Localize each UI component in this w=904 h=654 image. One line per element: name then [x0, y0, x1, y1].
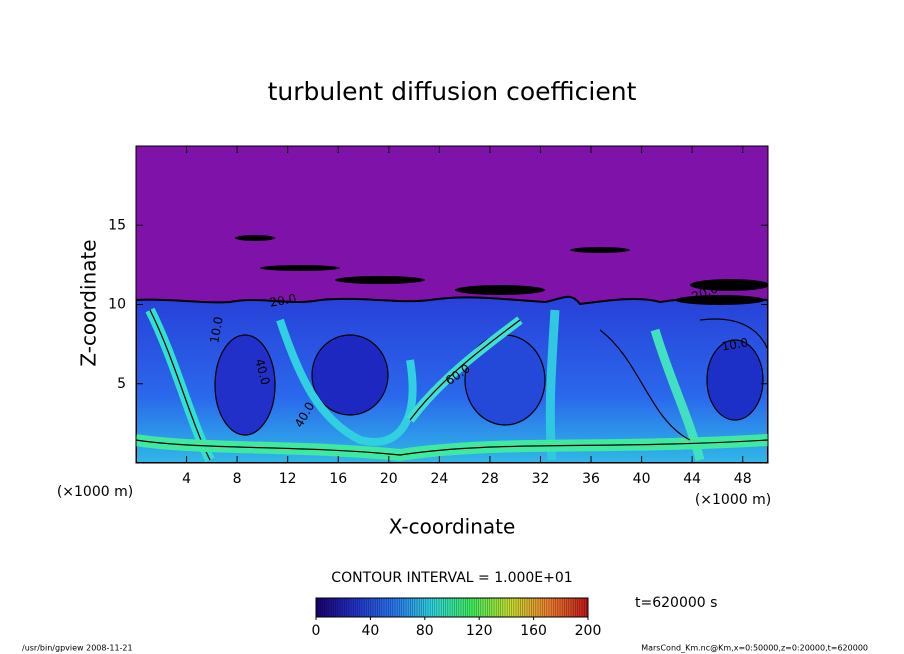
x-tick-label: 44 [683, 471, 701, 487]
chart-title: turbulent diffusion coefficient [268, 77, 637, 106]
x-unit: (×1000 m) [695, 492, 771, 508]
colorbar-tick-label: 120 [466, 623, 493, 639]
contour-interval: CONTOUR INTERVAL = 1.000E+01 [331, 570, 572, 586]
x-tick-label: 20 [380, 471, 398, 487]
y-tick-label: 10 [108, 297, 126, 313]
contour-lines [136, 307, 768, 463]
y-unit: (×1000 m) [57, 484, 133, 500]
contour-label: 10.0 [207, 316, 225, 345]
colorbar-tick-label: 0 [312, 623, 321, 639]
colorbar-tick-label: 40 [361, 623, 379, 639]
colorbar-tick-label: 200 [575, 623, 602, 639]
contour-label: 40.0 [252, 357, 272, 386]
y-tick-label: 5 [117, 376, 126, 392]
x-tick-label: 48 [734, 471, 752, 487]
y-axis-label: Z-coordinate [77, 239, 101, 366]
colorbar-tick-label: 80 [416, 623, 434, 639]
x-tick-label: 12 [279, 471, 297, 487]
x-tick-label: 28 [481, 471, 499, 487]
x-tick-label: 16 [329, 471, 347, 487]
colorbar-tick-label: 160 [520, 623, 547, 639]
upper-contours [235, 235, 768, 305]
x-axis-label: X-coordinate [389, 515, 516, 539]
y-tick-label: 15 [108, 217, 126, 233]
time-label: t=620000 s [635, 595, 717, 611]
contour-label: 10.0 [721, 335, 750, 353]
contour-label: 20.0 [269, 291, 298, 309]
colorbar [315, 597, 589, 618]
x-tick-label: 24 [430, 471, 448, 487]
x-tick-label: 8 [233, 471, 242, 487]
footer-right: MarsCond_Km.nc@Km,x=0:50000,z=0:20000,t=… [641, 644, 868, 653]
x-tick-label: 40 [633, 471, 651, 487]
contour-field [136, 146, 768, 463]
footer-left: /usr/bin/gpview 2008-11-21 [22, 644, 133, 653]
x-tick-label: 36 [582, 471, 600, 487]
x-tick-label: 4 [182, 471, 191, 487]
x-tick-label: 32 [532, 471, 550, 487]
